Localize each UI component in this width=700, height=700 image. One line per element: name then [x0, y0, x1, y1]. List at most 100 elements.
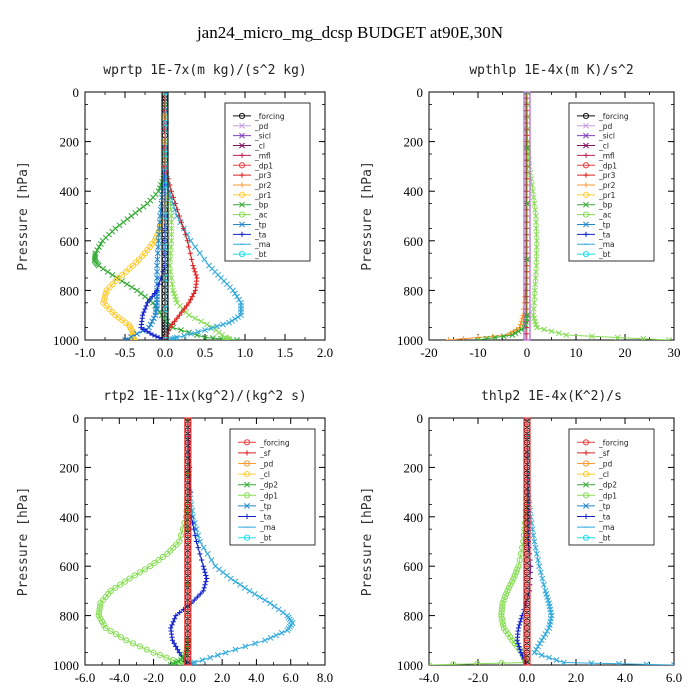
series-point [540, 634, 547, 641]
legend-label: _pd [598, 460, 613, 469]
series-point [246, 587, 253, 594]
series-point [117, 634, 125, 641]
series-point [666, 337, 673, 340]
series-point [164, 550, 171, 557]
series-point [154, 250, 161, 257]
series-point [532, 206, 539, 213]
series-point [168, 237, 175, 244]
series-point [531, 538, 538, 545]
series-point [190, 263, 196, 269]
legend-marker [238, 112, 246, 120]
series-point [524, 452, 530, 458]
legend-marker [583, 142, 589, 149]
series-point [169, 281, 176, 288]
series-point [533, 225, 540, 232]
series-point [533, 237, 540, 244]
series-point [121, 578, 128, 585]
series-point [533, 262, 540, 269]
series-point [95, 612, 102, 619]
series-point [134, 287, 140, 294]
series-point [524, 427, 530, 433]
legend-label: _bt [598, 534, 611, 543]
legend-marker [239, 172, 245, 178]
series-point [185, 563, 191, 569]
series-point [94, 247, 101, 254]
legend-marker [582, 191, 590, 198]
series-point [147, 563, 154, 570]
series-point [201, 585, 207, 591]
series-point [152, 290, 158, 297]
series-point [132, 209, 139, 216]
series-point [122, 268, 129, 275]
series-point [185, 470, 191, 477]
panel-4: thlp2 1E-4x(K^2)/s Pressure [hPa] 0 200 400 6… [360, 389, 682, 685]
series-point [185, 619, 191, 625]
series-point [533, 231, 540, 238]
legend-marker [239, 122, 245, 129]
y-tick-label: 1000 [53, 333, 79, 348]
series-point [191, 526, 197, 532]
series-point [185, 501, 191, 508]
legend-label: _dp1 [254, 161, 273, 170]
series-point [99, 237, 106, 244]
series-point [131, 336, 138, 340]
series-point [535, 557, 541, 563]
series-point [498, 612, 505, 619]
series-point [202, 582, 208, 588]
series-point [546, 654, 553, 661]
y-tick-label: 800 [60, 609, 80, 624]
series-point [141, 326, 147, 333]
panel-title: wprtp 1E-7x(m kg)/(s^2 kg) [103, 63, 307, 78]
series-point [197, 591, 203, 597]
legend-label: _pr1 [254, 191, 272, 200]
series-point [536, 640, 543, 647]
series-point [162, 263, 168, 269]
series-point [162, 250, 168, 256]
y-tick-label: 1000 [397, 658, 423, 673]
series-point [167, 250, 174, 257]
series-point [512, 569, 520, 576]
series-point [446, 337, 452, 340]
series-point [234, 337, 240, 340]
series-point [185, 575, 191, 582]
series-point [140, 203, 147, 210]
legend-marker [243, 460, 251, 467]
series-point [170, 194, 176, 200]
legend-marker [239, 231, 245, 237]
series-point [186, 300, 192, 306]
series-point [538, 652, 545, 659]
series-point [144, 300, 150, 306]
legend-marker [582, 250, 590, 258]
series-point [524, 421, 530, 427]
series-point [227, 575, 234, 582]
series-point [229, 317, 235, 324]
series-point [532, 213, 539, 219]
series-point [96, 609, 103, 616]
legend-marker [238, 250, 246, 258]
series-point [517, 321, 524, 328]
series-point [185, 440, 191, 446]
series-point [170, 660, 177, 665]
series-point [185, 557, 191, 563]
series-point [185, 662, 191, 665]
series-point [517, 619, 523, 625]
series-point [234, 293, 240, 300]
series-point [159, 553, 167, 561]
series-point [154, 287, 160, 293]
series-point [523, 337, 529, 340]
series-point [154, 262, 160, 269]
series-point [533, 256, 540, 263]
series-point [202, 334, 208, 340]
series-point [141, 566, 149, 573]
legend-marker [582, 534, 590, 541]
series-point [533, 250, 540, 257]
series-point [96, 244, 102, 250]
series-point [202, 569, 208, 575]
series-point [524, 477, 530, 483]
series-point [134, 330, 140, 337]
series-point [172, 201, 178, 207]
series-point [218, 335, 224, 340]
series-point [162, 225, 168, 231]
series-point [154, 256, 161, 263]
legend-marker [239, 142, 245, 149]
